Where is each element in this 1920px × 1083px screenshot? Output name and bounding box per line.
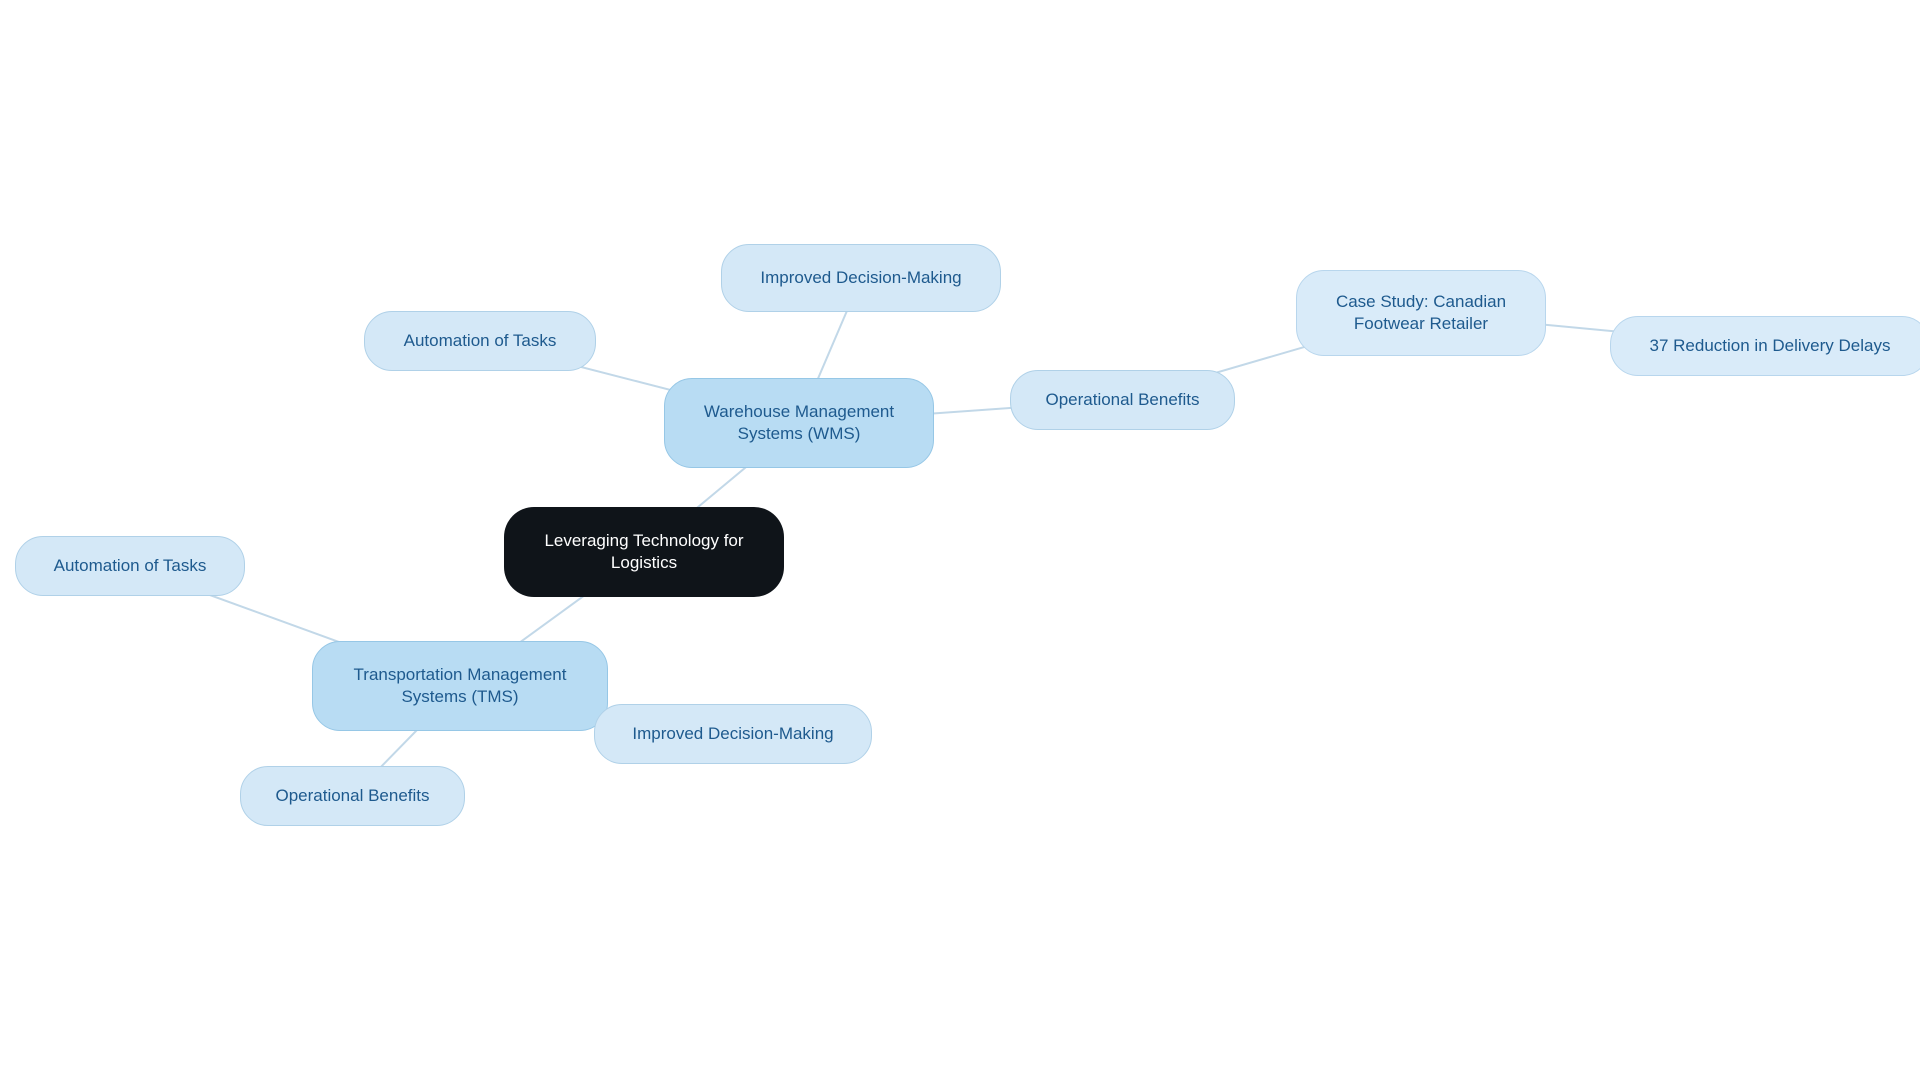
node-label: Warehouse Management Systems (WMS) bbox=[687, 401, 911, 445]
node-case: Case Study: Canadian Footwear Retailer bbox=[1296, 270, 1546, 356]
node-tms_dec: Improved Decision-Making bbox=[594, 704, 872, 764]
node-wms_auto: Automation of Tasks bbox=[364, 311, 596, 371]
node-label: Operational Benefits bbox=[1045, 389, 1199, 411]
node-tms: Transportation Management Systems (TMS) bbox=[312, 641, 608, 731]
node-label: Transportation Management Systems (TMS) bbox=[335, 664, 585, 708]
node-reduction: 37 Reduction in Delivery Delays bbox=[1610, 316, 1920, 376]
node-root: Leveraging Technology for Logistics bbox=[504, 507, 784, 597]
node-label: Case Study: Canadian Footwear Retailer bbox=[1319, 291, 1523, 335]
node-label: Automation of Tasks bbox=[404, 330, 557, 352]
node-wms: Warehouse Management Systems (WMS) bbox=[664, 378, 934, 468]
node-label: Improved Decision-Making bbox=[760, 267, 961, 289]
node-label: Improved Decision-Making bbox=[632, 723, 833, 745]
node-label: Leveraging Technology for Logistics bbox=[526, 530, 762, 574]
node-label: 37 Reduction in Delivery Delays bbox=[1650, 335, 1891, 357]
node-tms_auto: Automation of Tasks bbox=[15, 536, 245, 596]
node-wms_dec: Improved Decision-Making bbox=[721, 244, 1001, 312]
node-label: Automation of Tasks bbox=[54, 555, 207, 577]
node-tms_op: Operational Benefits bbox=[240, 766, 465, 826]
node-wms_op: Operational Benefits bbox=[1010, 370, 1235, 430]
diagram-canvas: Leveraging Technology for Logistics Wareh… bbox=[0, 0, 1920, 1083]
edges-layer bbox=[0, 0, 1920, 1083]
node-label: Operational Benefits bbox=[275, 785, 429, 807]
